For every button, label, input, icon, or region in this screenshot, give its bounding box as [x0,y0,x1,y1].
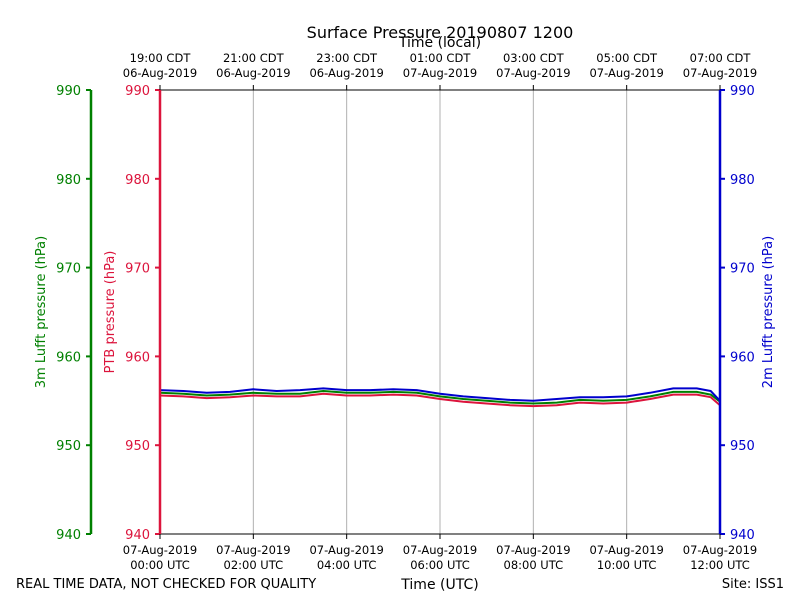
right-axis-label: 2m Lufft pressure (hPa) [761,236,776,388]
top-tick-date-label: 06-Aug-2019 [309,66,383,80]
left-inner-tick-label: 950 [125,439,150,454]
left-inner-tick-label: 980 [125,173,150,188]
bottom-tick-date-label: 07-Aug-2019 [403,543,477,557]
left-outer-axis-label: 3m Lufft pressure (hPa) [34,236,49,388]
top-tick-date-label: 07-Aug-2019 [496,66,570,80]
left-inner-tick-label: 940 [125,528,150,543]
bottom-tick-time-label: 06:00 UTC [410,558,470,572]
bottom-tick-date-label: 07-Aug-2019 [216,543,290,557]
top-tick-date-label: 07-Aug-2019 [403,66,477,80]
right-tick-label: 940 [730,528,755,543]
footer-site: Site: ISS1 [722,577,784,592]
bottom-tick-date-label: 07-Aug-2019 [123,543,197,557]
bottom-tick-date-label: 07-Aug-2019 [683,543,757,557]
left-inner-axis-label: PTB pressure (hPa) [103,251,118,374]
left-inner-tick-label: 960 [125,350,150,365]
right-tick-label: 960 [730,350,755,365]
bottom-tick-date-label: 07-Aug-2019 [309,543,383,557]
series-line-ptb-pressure [159,392,721,408]
right-tick-label: 990 [730,84,755,99]
left-outer-tick-label: 980 [56,173,81,188]
top-tick-date-label: 06-Aug-2019 [123,66,197,80]
left-inner-tick-label: 970 [125,262,150,277]
bottom-tick-time-label: 02:00 UTC [224,558,284,572]
left-inner-tick-label: 990 [125,84,150,99]
top-tick-time-label: 21:00 CDT [223,51,285,65]
top-axis-label: Time (local) [398,35,481,51]
right-tick-label: 980 [730,173,755,188]
top-tick-time-label: 07:00 CDT [690,51,752,65]
chart-title: Surface Pressure 20190807 1200 [307,23,574,42]
bottom-tick-time-label: 00:00 UTC [130,558,190,572]
footer-left-note: REAL TIME DATA, NOT CHECKED FOR QUALITY [16,577,316,592]
top-tick-time-label: 01:00 CDT [410,51,472,65]
series-line-3m-lufft-pressure [159,390,721,405]
left-outer-tick-label: 970 [56,262,81,277]
top-tick-date-label: 07-Aug-2019 [683,66,757,80]
bottom-tick-date-label: 07-Aug-2019 [589,543,663,557]
bottom-tick-time-label: 12:00 UTC [690,558,750,572]
top-tick-date-label: 07-Aug-2019 [589,66,663,80]
left-outer-tick-label: 960 [56,350,81,365]
left-outer-tick-label: 990 [56,84,81,99]
top-tick-time-label: 05:00 CDT [596,51,658,65]
right-tick-label: 950 [730,439,755,454]
bottom-tick-date-label: 07-Aug-2019 [496,543,570,557]
bottom-tick-time-label: 04:00 UTC [317,558,377,572]
left-outer-tick-label: 940 [56,528,81,543]
left-outer-tick-label: 950 [56,439,81,454]
bottom-axis-label: Time (UTC) [400,577,478,593]
bottom-tick-time-label: 08:00 UTC [504,558,564,572]
series-line-2m-lufft-pressure [159,387,721,402]
right-tick-label: 970 [730,262,755,277]
top-tick-time-label: 23:00 CDT [316,51,378,65]
top-tick-time-label: 19:00 CDT [130,51,192,65]
top-tick-time-label: 03:00 CDT [503,51,565,65]
top-tick-date-label: 06-Aug-2019 [216,66,290,80]
bottom-tick-time-label: 10:00 UTC [597,558,657,572]
